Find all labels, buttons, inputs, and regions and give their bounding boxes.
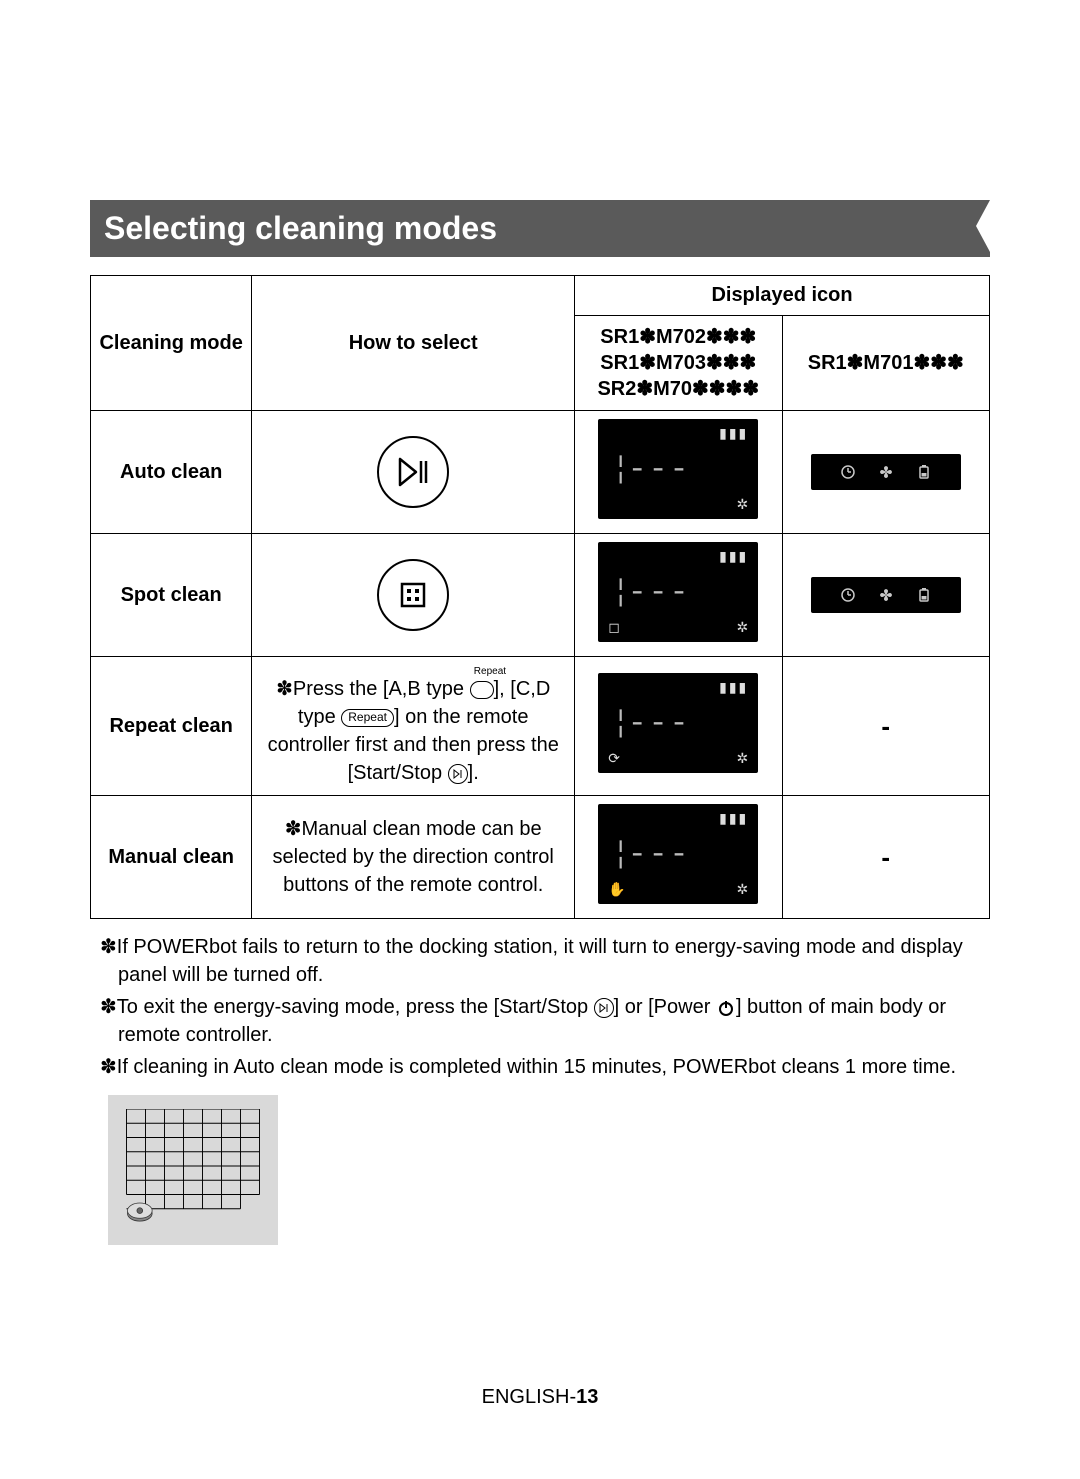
oval-button-icon — [470, 681, 494, 699]
row-label-manual: Manual clean — [91, 796, 252, 919]
table-row: Manual clean ✽Manual clean mode can be s… — [91, 796, 990, 919]
segment-display-icon: ╎╴╴╴ — [612, 838, 695, 871]
robot-icon — [127, 1203, 152, 1221]
display-bottom-icons: ⟳✲ — [608, 750, 748, 767]
section-title: Selecting cleaning modes — [90, 200, 990, 257]
header-model-group-a: SR1✽M702✽✽✽ SR1✽M703✽✽✽ SR2✽M70✽✽✽✽ — [575, 316, 782, 411]
repeat-chip-icon: Repeat — [341, 709, 394, 727]
header-cleaning-mode: Cleaning mode — [91, 276, 252, 411]
table-row: Spot clean ▮▮▮ ╎╴╴╴ ◻✲ — [91, 534, 990, 657]
display-bottom-icons: ✋✲ — [608, 881, 748, 898]
display-slim-icon — [811, 577, 961, 613]
fan-icon — [878, 464, 894, 480]
display-panel-icon: ▮▮▮ ╎╴╴╴ ✲ — [598, 419, 758, 519]
clock-icon — [840, 464, 856, 480]
row-label-spot: Spot clean — [91, 534, 252, 657]
cell-repeat-howto: Repeat ✽Press the [A,B type ], [C,D type… — [252, 657, 575, 796]
header-model-group-b: SR1✽M701✽✽✽ — [782, 316, 990, 411]
display-bottom-icons: ✲ — [608, 496, 748, 513]
note-2b: ] or [Power — [614, 996, 716, 1018]
note-2: ✽To exit the energy-saving mode, press t… — [90, 993, 990, 1049]
not-available-dash: - — [881, 842, 890, 872]
page-footer: ENGLISH-13 — [0, 1386, 1080, 1409]
row-label-repeat: Repeat clean — [91, 657, 252, 796]
cell-spot-howto — [252, 534, 575, 657]
repeat-small-label: Repeat — [260, 665, 566, 679]
header-displayed-icon: Displayed icon — [575, 276, 990, 316]
header-how-to-select: How to select — [252, 276, 575, 411]
segment-display-icon: ╎╴╴╴ — [612, 453, 695, 486]
cell-repeat-display-a: ▮▮▮ ╎╴╴╴ ⟳✲ — [575, 657, 782, 796]
cell-repeat-display-b: - — [782, 657, 990, 796]
title-bar-wrap: Selecting cleaning modes — [90, 200, 990, 257]
display-slim-icon — [811, 454, 961, 490]
page: Selecting cleaning modes Cleaning mode H… — [0, 0, 1080, 1479]
cell-spot-display-a: ▮▮▮ ╎╴╴╴ ◻✲ — [575, 534, 782, 657]
table-row: Repeat clean Repeat ✽Press the [A,B type… — [91, 657, 990, 796]
cell-manual-display-b: - — [782, 796, 990, 919]
battery-icon — [916, 587, 932, 603]
not-available-dash: - — [881, 711, 890, 741]
cell-auto-howto — [252, 411, 575, 534]
note-1: ✽If POWERbot fails to return to the dock… — [90, 933, 990, 989]
display-panel-icon: ▮▮▮ ╎╴╴╴ ✋✲ — [598, 804, 758, 904]
play-pause-button-icon — [377, 436, 449, 508]
display-panel-icon: ▮▮▮ ╎╴╴╴ ⟳✲ — [598, 673, 758, 773]
repeat-text-1: ✽Press the [A,B type — [276, 678, 470, 700]
battery-bars-icon: ▮▮▮ — [719, 548, 748, 565]
segment-display-icon: ╎╴╴╴ — [612, 707, 695, 740]
footer-lang: ENGLISH- — [482, 1386, 576, 1408]
display-panel-icon: ▮▮▮ ╎╴╴╴ ◻✲ — [598, 542, 758, 642]
table-row: Auto clean ▮▮▮ ╎╴╴╴ ✲ — [91, 411, 990, 534]
fan-icon — [878, 587, 894, 603]
title-angle-decoration — [976, 200, 990, 252]
repeat-text-4: ]. — [468, 762, 479, 784]
cleaning-modes-table: Cleaning mode How to select Displayed ic… — [90, 275, 990, 919]
battery-icon — [916, 464, 932, 480]
cell-manual-howto: ✽Manual clean mode can be selected by th… — [252, 796, 575, 919]
cell-manual-display-a: ▮▮▮ ╎╴╴╴ ✋✲ — [575, 796, 782, 919]
display-bottom-icons: ◻✲ — [608, 619, 748, 636]
cell-spot-display-b — [782, 534, 990, 657]
spot-button-icon — [377, 559, 449, 631]
row-label-auto: Auto clean — [91, 411, 252, 534]
note-2a: ✽To exit the energy-saving mode, press t… — [100, 996, 594, 1018]
battery-bars-icon: ▮▮▮ — [719, 425, 748, 442]
play-pause-inline-icon — [448, 764, 468, 784]
play-pause-inline-icon — [594, 998, 614, 1018]
power-inline-icon — [716, 998, 736, 1018]
battery-bars-icon: ▮▮▮ — [719, 810, 748, 827]
footnotes: ✽If POWERbot fails to return to the dock… — [90, 933, 990, 1081]
battery-bars-icon: ▮▮▮ — [719, 679, 748, 696]
cleaning-path-diagram — [108, 1095, 278, 1245]
clock-icon — [840, 587, 856, 603]
cell-auto-display-b — [782, 411, 990, 534]
cell-auto-display-a: ▮▮▮ ╎╴╴╴ ✲ — [575, 411, 782, 534]
footer-page: 13 — [576, 1386, 598, 1408]
segment-display-icon: ╎╴╴╴ — [612, 576, 695, 609]
note-3: ✽If cleaning in Auto clean mode is compl… — [90, 1053, 990, 1081]
